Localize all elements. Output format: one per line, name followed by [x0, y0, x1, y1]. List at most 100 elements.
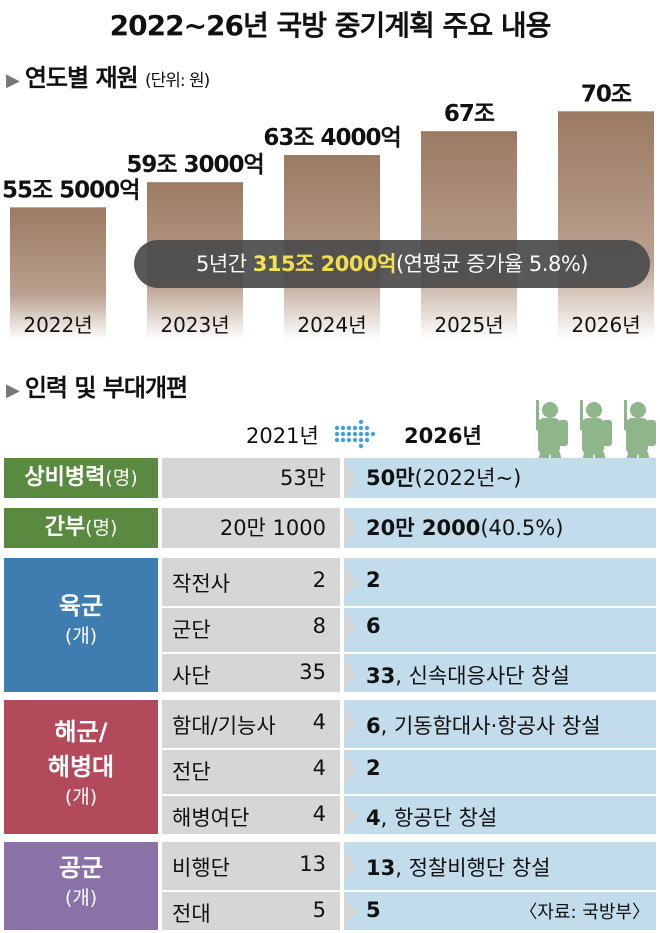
navy-name-1: 해군/: [54, 718, 108, 746]
summary-pill: 5년간 315조 2000억(연평균 증가율 5.8%): [134, 240, 650, 288]
chevron-icon: [344, 708, 356, 740]
troops-unit: (명): [105, 467, 138, 489]
unit-to-value: 13, 정찰비행단 창설: [366, 852, 551, 882]
bar-value-label: 59조 3000억: [126, 152, 263, 178]
unit-to-number: 2: [366, 568, 381, 592]
chevron-icon: [344, 566, 356, 598]
unit-name: 군단: [172, 618, 211, 642]
troops-from-value: 53만: [279, 466, 326, 490]
cadre-to-value: 20만 2000: [366, 516, 481, 540]
unit-to-number: 13: [366, 856, 396, 880]
unit-to-note: , 기동함대사·항공사 창설: [380, 714, 601, 738]
row-divider: [162, 794, 656, 796]
header-from-year: 2021년: [246, 424, 319, 448]
budget-unit: (단위: 원): [144, 71, 210, 91]
airforce-name: 공군: [58, 854, 104, 882]
category-label: 2024년: [297, 313, 366, 337]
unit-name: 전대: [172, 902, 211, 926]
cadre-label-text: 간부: [44, 515, 86, 540]
unit-name: 해병여단: [172, 806, 250, 830]
bar-value-label: 63조 4000억: [263, 125, 400, 151]
army-name: 육군: [58, 592, 104, 620]
bar-value-label: 55조 5000억: [2, 177, 139, 203]
row-divider: [162, 652, 656, 654]
unit-to-number: 4: [366, 806, 381, 830]
section-heading-budget: ▶ 연도별 재원 (단위: 원): [6, 58, 210, 93]
bar-2022년: [10, 207, 106, 340]
unit-to-number: 33: [366, 664, 396, 688]
unit-from-value: 4: [312, 756, 326, 780]
army-from-cells: [162, 558, 340, 692]
unit-name: 작전사: [172, 572, 230, 596]
chevron-right-icon: ▶: [6, 70, 20, 91]
unit-name: 사단: [172, 664, 211, 688]
category-label: 2023년: [160, 313, 229, 337]
navy-group-label: 해군/ 해병대 (개): [4, 700, 158, 834]
unit-to-number: 6: [366, 714, 381, 738]
bar-value-label: 70조: [581, 81, 632, 107]
cadre-from-value: 20만 1000: [219, 516, 326, 540]
unit-from-value: 13: [299, 852, 326, 876]
section-heading-personnel: ▶ 인력 및 부대개편: [6, 368, 188, 403]
unit-to-value: 5: [366, 898, 381, 922]
troops-to-value: 50만: [366, 466, 415, 490]
budget-heading-text: 연도별 재원: [24, 64, 139, 92]
unit-to-number: 6: [366, 614, 381, 638]
navy-to-cells: [344, 700, 656, 834]
unit-to-note: , 신속대응사단 창설: [395, 664, 570, 688]
category-label: 2022년: [23, 313, 92, 337]
airforce-from-cells: [162, 842, 340, 930]
troops-to-cell: 50만(2022년~): [344, 458, 656, 498]
unit-from-value: 5: [312, 898, 326, 922]
navy-unit: (개): [64, 786, 98, 808]
airforce-group-label: 공군 (개): [4, 842, 158, 930]
unit-to-value: 6, 기동함대사·항공사 창설: [366, 710, 601, 740]
chevron-right-icon: ▶: [6, 380, 20, 401]
row-divider: [162, 890, 656, 892]
chevron-icon: [344, 896, 356, 928]
summary-highlight: 315조 2000억: [252, 252, 397, 276]
unit-name: 함대/기능사: [172, 714, 276, 738]
bar-2026년: [558, 111, 654, 340]
navy-name-2: 해병대: [47, 753, 115, 781]
airforce-to-cells: [344, 842, 656, 930]
navy-from-cells: [162, 700, 340, 834]
row-divider: [162, 606, 656, 608]
cadre-to-note: (40.5%): [480, 516, 564, 540]
chevron-icon: [344, 508, 356, 548]
unit-name: 전단: [172, 760, 211, 784]
bar-2025년: [421, 131, 517, 340]
bar-value-label: 67조: [444, 101, 495, 127]
personnel-heading-text: 인력 및 부대개편: [24, 374, 188, 402]
dotted-arrow-icon: [334, 419, 376, 449]
unit-to-value: 6: [366, 614, 381, 638]
chevron-icon: [344, 850, 356, 882]
troops-label-text: 상비병력: [24, 465, 106, 490]
chevron-icon: [344, 754, 356, 786]
army-to-cells: [344, 558, 656, 692]
unit-from-value: 8: [312, 614, 326, 638]
unit-to-value: 2: [366, 568, 381, 592]
unit-from-value: 4: [312, 802, 326, 826]
chevron-icon: [344, 612, 356, 644]
unit-to-note: , 정찰비행단 창설: [395, 856, 551, 880]
budget-bar-chart: 55조 5000억 2022년 59조 3000억 2023년 63조 4000억 202…: [2, 81, 654, 340]
category-label: 2025년: [434, 313, 503, 337]
army-unit: (개): [64, 625, 98, 647]
unit-to-value: 2: [366, 756, 381, 780]
unit-name: 비행단: [172, 856, 230, 880]
cadre-to-cell: 20만 2000(40.5%): [344, 508, 656, 548]
row-divider: [162, 748, 656, 750]
page-title: 2022~26년 국방 중기계획 주요 내용: [109, 9, 552, 42]
army-group-label: 육군 (개): [4, 558, 158, 692]
chevron-icon: [344, 800, 356, 832]
troops-label: 상비병력(명): [4, 458, 158, 498]
chevron-icon: [344, 658, 356, 690]
unit-to-note: , 항공단 창설: [380, 806, 498, 830]
unit-from-value: 2: [312, 568, 326, 592]
airforce-unit: (개): [64, 887, 98, 909]
source-note: 〈자료: 국방부〉: [519, 902, 650, 923]
category-label: 2026년: [571, 313, 640, 337]
summary-suffix: (연평균 증가율 5.8%): [395, 252, 589, 276]
unit-to-number: 5: [366, 898, 381, 922]
